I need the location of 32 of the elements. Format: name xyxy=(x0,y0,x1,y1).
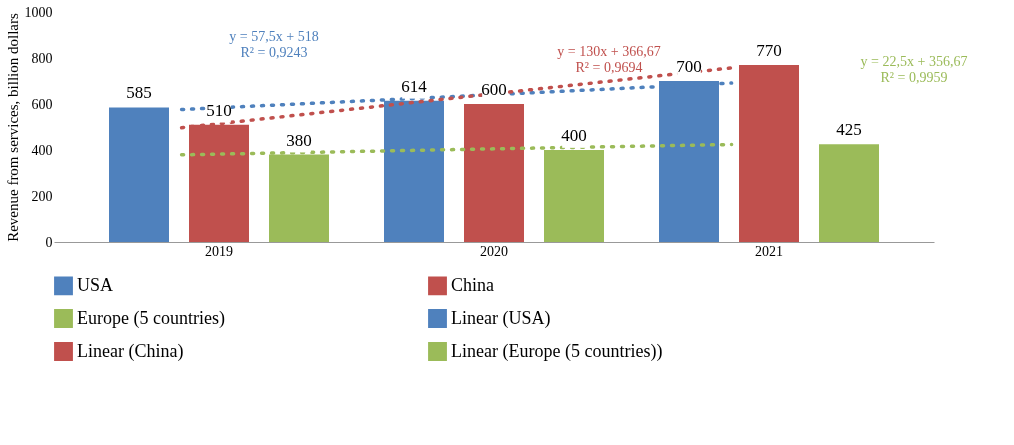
legend-label: Linear (Europe (5 countries)) xyxy=(451,340,663,362)
legend-label: Linear (China) xyxy=(77,340,184,362)
annotation: y = 130x + 366,67 R² = 0,9694 xyxy=(557,44,661,75)
data-label: 585 xyxy=(126,83,152,103)
y-tick-label: 0 xyxy=(45,234,53,250)
y-tick-label: 1000 xyxy=(24,4,53,20)
data-label: 614 xyxy=(401,76,428,96)
annotation: y = 22,5x + 356,67 R² = 0,9959 xyxy=(860,54,968,85)
data-label: 770 xyxy=(756,40,782,60)
legend-label: USA xyxy=(77,274,114,295)
bar xyxy=(464,104,524,242)
y-tick-label: 200 xyxy=(31,188,53,204)
legend-label: Europe (5 countries) xyxy=(77,307,225,329)
y-axis-title: Revenue from services, billion dollars xyxy=(4,13,21,242)
data-label: 380 xyxy=(286,130,312,150)
x-tick-label: 2020 xyxy=(480,243,508,259)
bar xyxy=(819,144,879,242)
legend-label: China xyxy=(451,274,495,295)
data-label: 400 xyxy=(561,126,587,145)
annotation: y = 57,5x + 518 R² = 0,9243 xyxy=(229,29,319,60)
data-label: 425 xyxy=(836,120,862,140)
x-tick-label: 2019 xyxy=(205,243,233,259)
x-tick-label: 2021 xyxy=(755,243,783,259)
data-label: 600 xyxy=(481,80,507,99)
y-tick-label: 400 xyxy=(31,142,53,158)
y-tick-label: 600 xyxy=(31,96,53,112)
bar xyxy=(739,64,799,242)
data-label: 510 xyxy=(206,100,232,120)
data-label: 700 xyxy=(676,57,702,76)
legend-label: Linear (USA) xyxy=(451,307,551,329)
bar xyxy=(109,107,169,242)
y-tick-label: 800 xyxy=(31,50,53,66)
